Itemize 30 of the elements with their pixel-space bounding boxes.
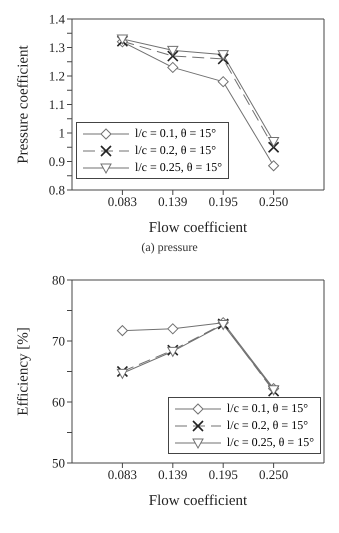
y-tick-label: 1	[58, 126, 65, 141]
y-axis-title: Efficiency [%]	[15, 327, 32, 416]
y-axis-title: Pressure coefficient	[15, 44, 32, 164]
legend-label: l/c = 0.1, θ = 15°	[226, 401, 308, 416]
y-tick-label: 70	[52, 334, 65, 349]
y-tick-label: 1.1	[48, 97, 65, 112]
x-tick-label: 0.250	[258, 467, 288, 482]
y-tick-label: 80	[52, 272, 65, 288]
x-tick-label: 0.195	[208, 194, 238, 210]
y-tick-label: 0.8	[48, 182, 65, 198]
legend-label: l/c = 0.1, θ = 15°	[135, 126, 216, 141]
x-tick-label: 0.139	[158, 194, 188, 210]
legend-label: l/c = 0.2, θ = 15°	[135, 143, 216, 158]
y-tick-label: 1.4	[48, 12, 66, 27]
x-tick-label: 0.083	[108, 194, 138, 210]
legend-label: l/c = 0.25, θ = 15°	[226, 435, 314, 450]
x-tick-label: 0.083	[108, 467, 138, 482]
legend-label: l/c = 0.2, θ = 15°	[226, 418, 308, 433]
x-tick-label: 0.139	[158, 467, 188, 482]
y-tick-label: 0.9	[48, 154, 65, 170]
x-tick-label: 0.250	[258, 194, 288, 210]
x-axis-title: Flow coefficient	[148, 220, 248, 236]
x-axis-title: Flow coefficient	[148, 493, 248, 509]
text: (a) pressure	[140, 240, 199, 255]
y-tick-label: 1.2	[48, 68, 65, 84]
y-tick-label: 60	[52, 394, 65, 410]
legend-label: l/c = 0.25, θ = 15°	[135, 160, 222, 175]
y-tick-label: 50	[52, 456, 65, 471]
x-tick-label: 0.195	[208, 467, 238, 482]
y-tick-label: 1.3	[48, 40, 65, 56]
